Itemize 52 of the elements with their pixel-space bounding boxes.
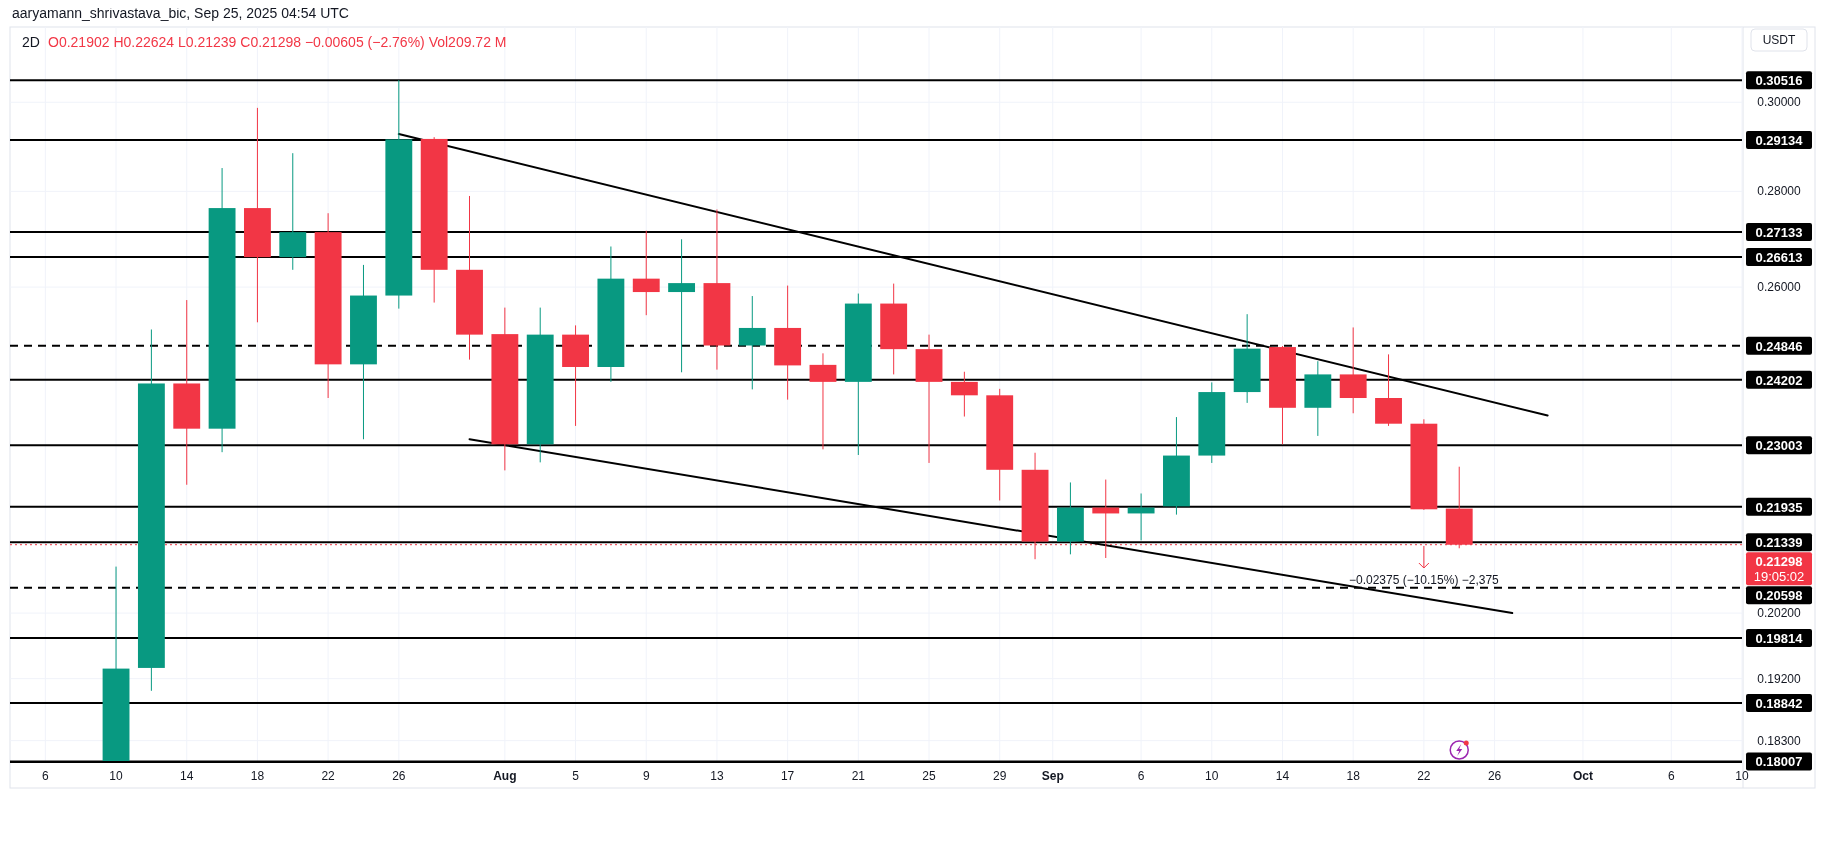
- x-tick-label: 5: [572, 769, 580, 783]
- ref-line-label: 0.20598: [1755, 588, 1803, 604]
- x-tick-label: 25: [922, 769, 937, 783]
- ref-line-label: 0.18842: [1755, 695, 1803, 711]
- x-tick-label: 6: [1667, 769, 1675, 783]
- x-tick-label: 18: [250, 769, 265, 783]
- annotation: −0.02375 (−10.15%) −2,375: [1348, 573, 1500, 587]
- y-tick-label: 0.19200: [1757, 671, 1802, 686]
- ref-line-label: 0.24202: [1755, 372, 1803, 388]
- x-tick-label: 22: [321, 769, 336, 783]
- ref-line-label: 0.19814: [1755, 630, 1804, 646]
- y-tick-label: 0.28000: [1757, 184, 1802, 199]
- x-tick-label: 26: [1487, 769, 1502, 783]
- ref-line-label: 0.24846: [1755, 338, 1803, 354]
- x-tick-label: 10: [109, 769, 124, 783]
- x-tick-label: 13: [710, 769, 724, 783]
- x-tick-label: 10: [1735, 769, 1749, 783]
- y-tick-label: 0.18300: [1757, 733, 1802, 748]
- y-tick-label: 0.30000: [1757, 95, 1802, 110]
- x-tick-label: 29: [993, 769, 1007, 783]
- candlestick: [668, 238, 696, 373]
- ref-line-label: 0.30516: [1755, 73, 1803, 89]
- x-tick-label: 21: [851, 769, 866, 783]
- text: 19:05:02: [1753, 569, 1805, 585]
- x-tick-label: Sep: [1041, 769, 1064, 783]
- x-tick-label: 9: [642, 769, 650, 783]
- ref-line-label: 0.27133: [1755, 224, 1803, 240]
- text: aaryamann_shrivastava_bic, Sep 25, 2025 04:54 UTC: [12, 5, 349, 21]
- x-tick-label: 10: [1205, 769, 1219, 783]
- candlestick: [632, 230, 660, 316]
- x-tick-label: 14: [180, 769, 194, 783]
- x-tick-label: 6: [1137, 769, 1145, 783]
- ref-line-label: 0.21935: [1755, 499, 1803, 515]
- ref-line-label: 0.21298: [1755, 554, 1803, 570]
- x-tick-label: 22: [1417, 769, 1431, 783]
- text: 2D: [22, 34, 40, 50]
- ref-line-label: 0.26613: [1755, 249, 1803, 265]
- ref-line-label: 0.18007: [1755, 754, 1803, 770]
- x-tick-label: 17: [780, 769, 795, 783]
- ref-line-label: 0.23003: [1755, 438, 1803, 454]
- x-tick-label: Oct: [1572, 769, 1593, 783]
- ref-line-label: 0.29134: [1755, 133, 1804, 149]
- x-tick-label: 6: [42, 769, 49, 783]
- y-tick-label: 0.20200: [1757, 606, 1802, 621]
- x-tick-label: 14: [1275, 769, 1290, 783]
- y-axis-title: USDT: [1762, 33, 1796, 47]
- x-tick-label: Aug: [493, 769, 517, 783]
- x-tick-label: 26: [392, 769, 406, 783]
- ref-line-label: 0.21339: [1755, 535, 1803, 551]
- x-tick-label: 18: [1346, 769, 1361, 783]
- y-tick-label: 0.26000: [1757, 280, 1802, 295]
- text: O0.21902 H0.22624 L0.21239 C0.21298 −0.00605 (−2.76%) Vol209.72 M: [48, 34, 507, 50]
